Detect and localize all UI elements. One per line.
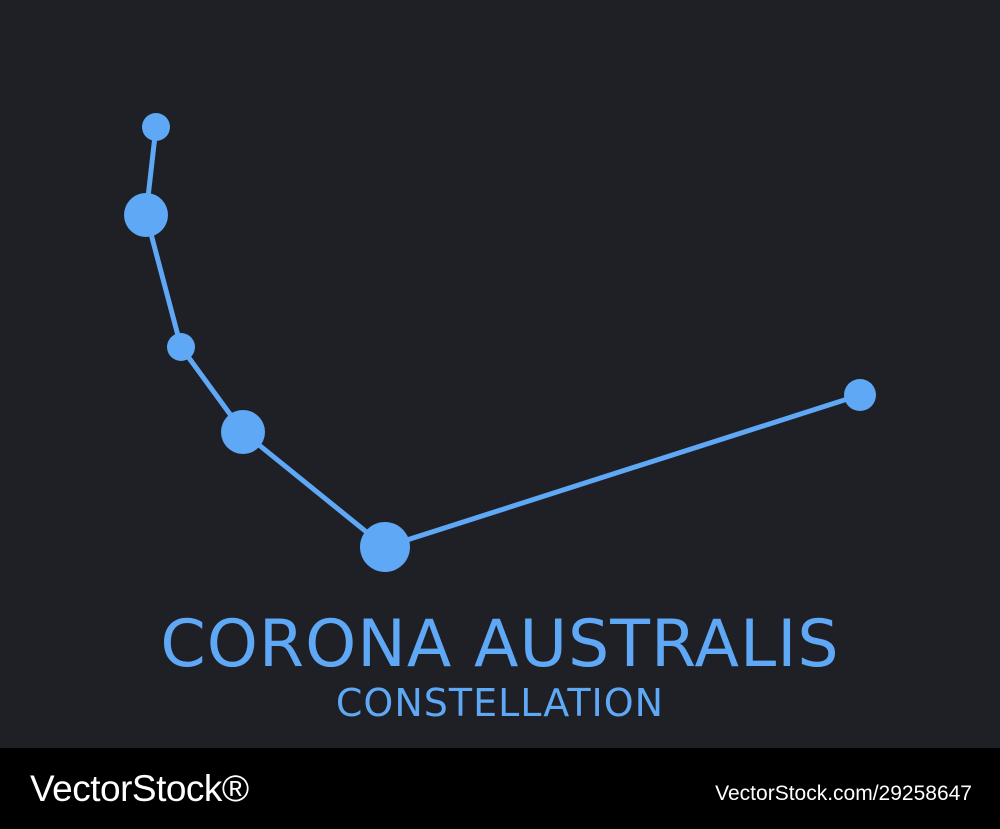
constellation-subtitle: CONSTELLATION — [335, 681, 665, 725]
constellation-line — [382, 392, 863, 550]
star — [167, 333, 195, 361]
star — [844, 379, 876, 411]
constellation-diagram — [124, 113, 876, 572]
star — [360, 522, 410, 572]
star — [124, 193, 168, 237]
watermark-bar: VectorStock® VectorStock.com/29258647 — [0, 748, 1000, 829]
vectorstock-logo: VectorStock® — [30, 768, 249, 809]
constellation-artwork — [124, 113, 876, 572]
constellation-line — [143, 212, 184, 350]
constellation-title: CORONA AUSTRALIS — [160, 607, 840, 682]
star — [221, 410, 265, 454]
star — [142, 113, 170, 141]
image-id-label: VectorStock.com/29258647 — [715, 782, 972, 805]
constellation-line — [240, 429, 388, 550]
